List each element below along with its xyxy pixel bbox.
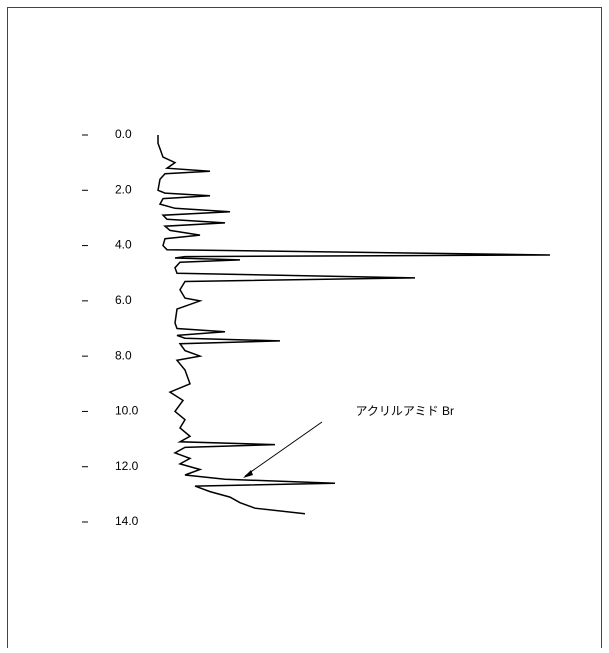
y-tick-label: 10.0: [115, 404, 139, 418]
y-tick-label: 0.0: [115, 127, 132, 141]
y-tick-label: 12.0: [115, 459, 139, 473]
y-tick-label: 2.0: [115, 182, 132, 196]
y-tick-label: 6.0: [115, 293, 132, 307]
frame: [7, 7, 602, 653]
y-tick-label: 14.0: [115, 514, 139, 528]
y-tick-label: 4.0: [115, 238, 132, 252]
trace: [157, 135, 551, 515]
annotation: アクリルアミド Br: [356, 404, 455, 418]
annotation-arrow: [244, 421, 323, 477]
arrow-head: [243, 470, 253, 478]
y-tick-label: 8.0: [115, 348, 132, 362]
